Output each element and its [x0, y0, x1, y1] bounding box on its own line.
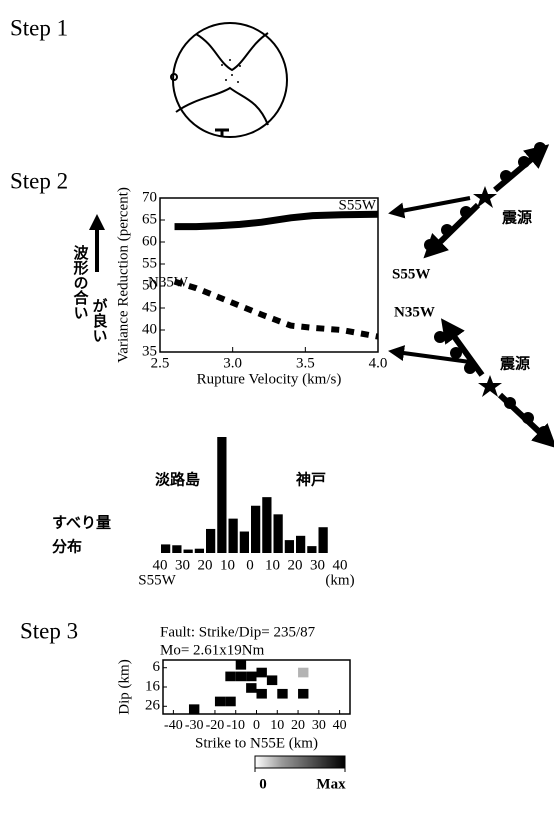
- x-axis-label: Strike to N55E (km): [195, 735, 318, 751]
- y-tick-label: 50: [142, 277, 157, 293]
- y-tick-label: 45: [142, 299, 157, 315]
- slip-cell: [298, 688, 309, 699]
- slip-cell: [188, 704, 200, 714]
- x-tick-label: 2.5: [151, 355, 170, 371]
- bar: [161, 544, 171, 553]
- x-tick-label: 40: [153, 557, 168, 573]
- bar: [217, 437, 227, 553]
- y-tick-label: 70: [142, 189, 157, 205]
- hypocenter-label: 震源: [500, 355, 530, 373]
- y-tick-label: 65: [142, 211, 157, 227]
- x-tick-label: 40: [333, 557, 348, 573]
- slip-cell: [256, 688, 267, 699]
- slip-cell: [225, 696, 236, 707]
- y-tick-label: 55: [142, 255, 157, 271]
- hypocenter-label: 震源: [502, 209, 532, 227]
- bar: [228, 518, 238, 553]
- x-axis-label: Rupture Velocity (km/s): [197, 371, 342, 387]
- chart-subtitle: Mo= 2.61x19Nm: [160, 642, 265, 658]
- rupture-schematic: [388, 142, 554, 449]
- bar: [206, 528, 216, 553]
- y-axis-label: Variance Reduction (percent): [115, 187, 131, 363]
- colorbar-label: 0: [259, 776, 267, 792]
- x-tick-label: 20: [291, 718, 305, 733]
- x-tick-label: -30: [185, 718, 204, 733]
- x-tick-label: 10: [270, 718, 284, 733]
- series-label: N35W: [148, 274, 189, 290]
- slip-cell: [246, 671, 257, 682]
- response-label: が良い: [91, 297, 109, 343]
- chart-title: 分布: [52, 538, 82, 556]
- chart-title: すべり量: [52, 514, 111, 532]
- x-tick-label: 20: [198, 557, 213, 573]
- slip-cell: [277, 688, 288, 699]
- x-tick-label: 4.0: [369, 355, 388, 371]
- bar: [194, 548, 204, 553]
- slip-cell: [256, 667, 267, 678]
- x-tick-label: 30: [175, 557, 190, 573]
- x-tick-label: 3.0: [223, 355, 242, 371]
- step-label: Step 3: [20, 618, 78, 643]
- plot-frame: [159, 197, 379, 353]
- slip-cell: [225, 671, 236, 682]
- x-tick-label: 10: [220, 557, 235, 573]
- slip-cell: [235, 671, 247, 682]
- slip-cell: [266, 675, 278, 686]
- step-label: Step 2: [10, 168, 68, 193]
- y-tick-label: 16: [145, 678, 161, 694]
- x-tick-label: 30: [312, 718, 326, 733]
- bar: [296, 535, 306, 553]
- annotation: 神戸: [296, 471, 326, 489]
- y-tick-label: 26: [145, 698, 161, 714]
- slip-cell: [298, 667, 309, 678]
- x-direction-label: S55W: [138, 572, 176, 588]
- y-tick-label: 60: [142, 233, 157, 249]
- bar: [251, 505, 261, 553]
- x-tick-label: -10: [226, 718, 245, 733]
- x-tick-label: -20: [206, 718, 225, 733]
- series-line: [174, 210, 379, 231]
- x-tick-label: -40: [164, 718, 183, 733]
- slip-cell: [246, 683, 257, 693]
- x-tick-label: 3.5: [296, 355, 315, 371]
- bar: [239, 531, 249, 553]
- colorbar: [254, 755, 346, 769]
- x-axis-label: (km): [325, 572, 354, 588]
- slip-cell: [214, 696, 226, 707]
- x-tick-label: 0: [246, 557, 254, 573]
- chart-title: Fault: Strike/Dip= 235/87: [160, 624, 316, 640]
- series-line: [173, 278, 379, 340]
- direction-label: S55W: [392, 266, 430, 282]
- x-tick-label: 40: [333, 718, 347, 733]
- x-tick-label: 0: [253, 718, 260, 733]
- bar: [183, 549, 193, 553]
- step-label: Step 1: [10, 15, 68, 40]
- direction-label: N35W: [394, 304, 435, 320]
- x-tick-label: 20: [288, 557, 303, 573]
- y-tick-label: 6: [153, 659, 161, 675]
- y-tick-label: 35: [142, 343, 157, 359]
- x-tick-label: 10: [265, 557, 280, 573]
- focal-mechanism: [170, 22, 288, 138]
- bar: [284, 540, 294, 553]
- bar: [307, 546, 317, 553]
- series-label: S55W: [339, 197, 377, 213]
- bar: [172, 545, 182, 553]
- annotation: 淡路島: [155, 471, 200, 489]
- x-tick-label: 30: [310, 557, 325, 573]
- y-axis-label: Dip (km): [116, 659, 132, 714]
- response-label: 波形の合い: [72, 244, 90, 320]
- bar: [273, 514, 283, 553]
- bar: [262, 497, 272, 553]
- bar: [318, 527, 328, 553]
- slip-cell: [235, 660, 247, 670]
- colorbar-label: Max: [316, 776, 346, 792]
- y-tick-label: 40: [142, 321, 157, 337]
